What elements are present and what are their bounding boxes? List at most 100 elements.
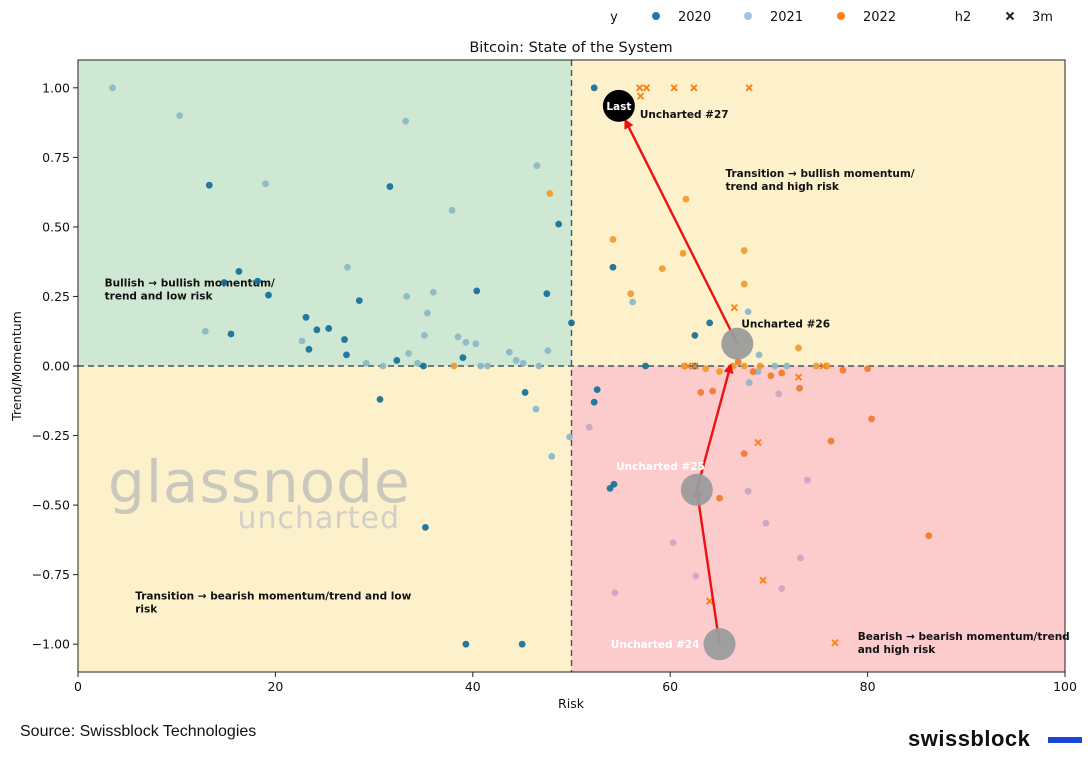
x-tick-label: 0 [74,679,82,694]
data-point [429,288,437,296]
data-point [305,345,313,353]
y-tick-label: −1.00 [32,637,70,652]
data-point [691,332,699,339]
data-point [220,279,228,286]
data-point [521,389,529,396]
data-point [405,350,413,357]
data-point [629,298,637,306]
data-point [450,362,458,370]
y-tick-label: −0.75 [32,567,70,582]
data-point [472,340,480,348]
data-point [716,368,723,375]
data-point-x [831,639,839,647]
data-point [543,290,551,298]
data-point [775,390,783,398]
data-point-stroke [819,362,827,370]
quadrant-label-top-right: Transition → bullish momentum/ [725,168,914,180]
logo-accent-bar [1048,737,1082,743]
data-point [797,554,804,562]
data-point [302,313,310,321]
data-point-stroke [635,84,644,92]
data-point [414,359,421,367]
source-caption: Source: Swissblock Technologies [20,723,257,740]
data-point [795,344,802,352]
uncharted-label: Uncharted #27 [640,109,729,121]
data-point-x [684,362,692,370]
x-tick-label: 40 [465,679,481,694]
data-point-stroke [670,84,678,92]
chart-title: Bitcoin: State of the System [469,40,672,56]
data-point [590,398,598,406]
data-point-stroke [794,373,803,381]
legend-label-3m: 3m [1032,10,1053,25]
y-tick-label: −0.50 [32,498,70,513]
data-point [783,362,791,370]
y-tick-label: 0.50 [42,219,70,234]
data-point [176,112,184,120]
data-point [535,362,543,370]
data-point [379,362,387,370]
quadrant-top-right [571,60,1065,366]
data-point [692,572,700,580]
y-tick-label: −0.25 [32,428,70,443]
data-point-stroke [759,576,767,584]
quadrant-label-bottom-left: Transition → bearish momentum/trend and … [135,591,411,603]
data-point-stroke [730,303,738,312]
data-point-x [670,84,678,92]
data-point [754,368,762,375]
x-axis-label: Risk [558,696,585,711]
data-point [611,589,619,597]
data-point [609,236,617,243]
data-point [533,162,541,170]
data-point [235,268,243,275]
axes: 0 20 40 60 80 100 1.00 0.75 0.50 0.25 0.00 −0.25 −0.… [32,59,1077,694]
data-point [355,297,363,305]
x-tick-label: 100 [1053,679,1077,694]
data-point-stroke [636,92,645,100]
data-point [585,423,593,431]
data-point [767,372,775,380]
data-point [518,640,526,648]
data-point [343,351,350,359]
data-point [477,362,485,370]
legend-label-2020: 2020 [678,10,711,25]
watermark-glassnode: glassnode [108,448,411,516]
data-point [709,387,717,395]
data-point-x [691,362,699,370]
data-point [778,585,786,592]
uncharted-label: Uncharted #24 [611,639,700,651]
data-point [454,333,462,341]
data-point [386,183,394,190]
data-point-stroke [754,438,762,447]
data-point [925,532,933,540]
data-point [740,247,748,254]
data-point-x [636,92,645,100]
uncharted-markers: Uncharted #24 Uncharted #25 Uncharted #26 L… [602,89,830,661]
data-point [679,249,687,257]
quadrant-label-top-left: trend and low risk [105,291,214,303]
data-point [593,386,601,394]
data-point-stroke [691,362,699,370]
legend: y 2020 2021 2022 h2 3m [610,10,1053,25]
scatter-points [109,84,933,648]
data-point [548,453,556,460]
data-point [568,319,575,327]
data-point [519,359,527,367]
data-point [778,369,786,377]
legend-title-y: y [610,10,618,25]
quadrant-label-bottom-left: risk [135,604,158,616]
quadrant-label-top-left: Bullish → bullish momentum/ [105,278,275,290]
legend-marker [837,12,845,20]
data-point [512,357,520,364]
data-point [796,384,803,392]
watermark-uncharted: uncharted [237,501,400,536]
data-point [669,539,677,547]
data-point [734,358,742,366]
data-point-stroke [706,597,714,605]
data-point [744,308,752,316]
data-point [227,330,235,338]
uncharted-label: Uncharted #25 [616,461,705,473]
data-point [402,117,410,125]
data-point [555,220,563,228]
uncharted-label: Uncharted #26 [741,319,830,331]
